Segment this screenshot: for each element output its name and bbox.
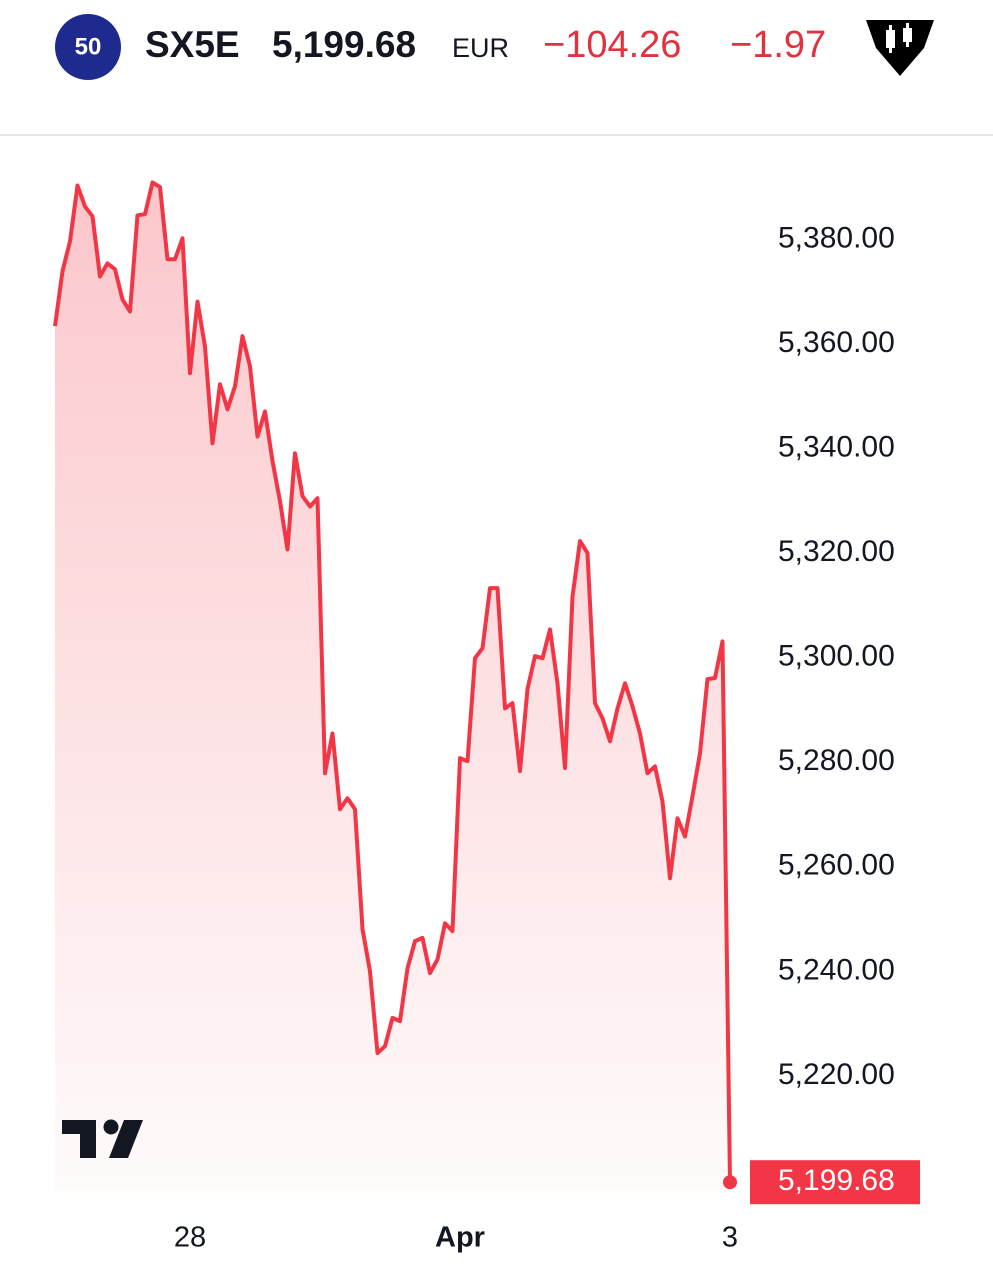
y-tick-label: 5,340.00 — [778, 430, 895, 463]
last-point — [723, 1175, 737, 1190]
y-tick-label: 5,220.00 — [778, 1058, 895, 1091]
plot: 5,220.00 5,240.00 5,260.00 5,280.00 5,300.00… — [53, 180, 920, 1254]
symbol[interactable]: SX5E — [145, 24, 240, 65]
chart-type-icon[interactable] — [866, 20, 934, 76]
tradingview-logo — [62, 1119, 143, 1158]
y-tick-label: 5,240.00 — [778, 953, 895, 986]
price: 5,199.68 — [272, 24, 416, 65]
price-label: 5,199.68 — [778, 1164, 895, 1197]
y-tick-label: 5,360.00 — [778, 326, 895, 359]
y-tick-label: 5,380.00 — [778, 221, 895, 254]
price-line — [53, 180, 732, 1183]
badge — [55, 14, 121, 80]
x-tick-label: 28 — [174, 1222, 206, 1254]
badge-text: 50 — [75, 33, 102, 60]
divider — [0, 134, 993, 136]
change: −104.26 — [543, 24, 681, 66]
y-tick-label: 5,260.00 — [778, 849, 895, 882]
price-label-box — [750, 1160, 920, 1205]
change-percent: −1.97 — [730, 24, 826, 66]
y-tick-label: 5,280.00 — [778, 744, 895, 777]
x-tick-label: 3 — [722, 1222, 738, 1254]
x-tick-label: Apr — [435, 1222, 485, 1254]
currency: EUR — [452, 33, 509, 63]
y-tick-label: 5,320.00 — [778, 535, 895, 568]
area-fill — [55, 182, 730, 1191]
header: 50 SX5E 5,199.68 EUR −104.26 −1.97 — [0, 14, 993, 136]
y-tick-label: 5,300.00 — [778, 640, 895, 673]
